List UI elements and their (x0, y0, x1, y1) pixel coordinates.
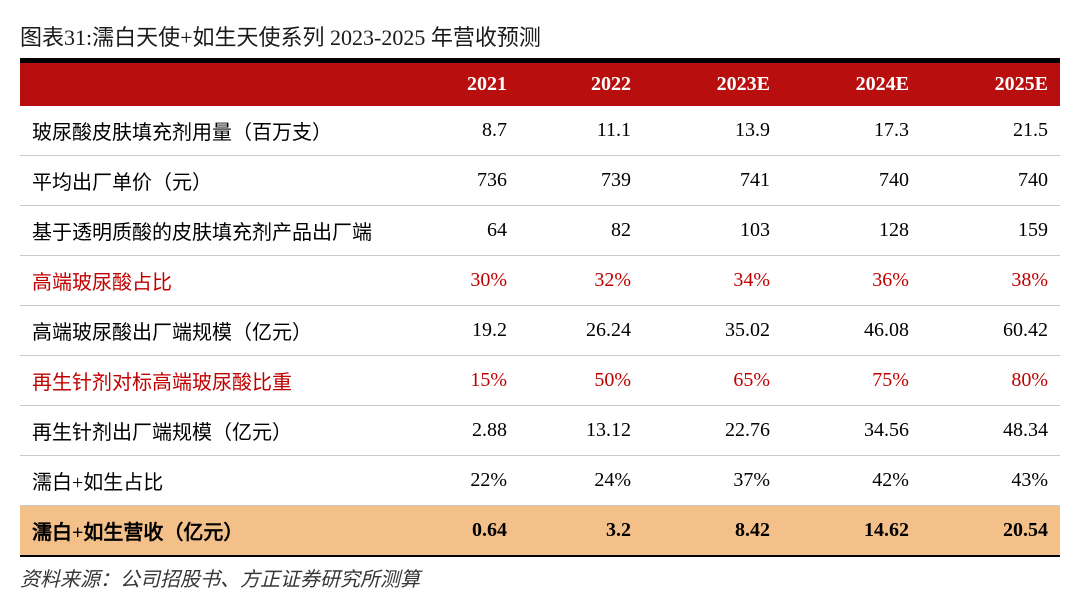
cell-value: 17.3 (782, 106, 921, 156)
table-row: 基于透明质酸的皮肤填充剂产品出厂端6482103128159 (20, 206, 1060, 256)
cell-value: 3.2 (519, 506, 643, 557)
cell-value: 34% (643, 256, 782, 306)
cell-value: 14.62 (782, 506, 921, 557)
row-label: 高端玻尿酸占比 (20, 256, 404, 306)
cell-value: 739 (519, 156, 643, 206)
cell-value: 32% (519, 256, 643, 306)
row-label: 濡白+如生营收（亿元） (20, 506, 404, 557)
row-label: 高端玻尿酸出厂端规模（亿元） (20, 306, 404, 356)
row-label: 平均出厂单价（元） (20, 156, 404, 206)
cell-value: 26.24 (519, 306, 643, 356)
chart-title: 图表31:濡白天使+如生天使系列 2023-2025 年营收预测 (20, 20, 1060, 60)
table-row: 平均出厂单价（元）736739741740740 (20, 156, 1060, 206)
cell-value: 159 (921, 206, 1060, 256)
cell-value: 103 (643, 206, 782, 256)
cell-value: 65% (643, 356, 782, 406)
cell-value: 46.08 (782, 306, 921, 356)
cell-value: 80% (921, 356, 1060, 406)
figure-container: 图表31:濡白天使+如生天使系列 2023-2025 年营收预测 2021 20… (20, 20, 1060, 592)
col-header-label (20, 62, 404, 107)
row-label: 基于透明质酸的皮肤填充剂产品出厂端 (20, 206, 404, 256)
cell-value: 736 (404, 156, 519, 206)
cell-value: 128 (782, 206, 921, 256)
cell-value: 19.2 (404, 306, 519, 356)
cell-value: 740 (921, 156, 1060, 206)
cell-value: 38% (921, 256, 1060, 306)
cell-value: 60.42 (921, 306, 1060, 356)
cell-value: 13.9 (643, 106, 782, 156)
table-row: 濡白+如生占比22%24%37%42%43% (20, 456, 1060, 506)
col-header-2022: 2022 (519, 62, 643, 107)
row-label: 玻尿酸皮肤填充剂用量（百万支） (20, 106, 404, 156)
table-header: 2021 2022 2023E 2024E 2025E (20, 62, 1060, 107)
table-row: 再生针剂对标高端玻尿酸比重15%50%65%75%80% (20, 356, 1060, 406)
cell-value: 48.34 (921, 406, 1060, 456)
cell-value: 22.76 (643, 406, 782, 456)
forecast-table: 2021 2022 2023E 2024E 2025E 玻尿酸皮肤填充剂用量（百… (20, 60, 1060, 557)
table-row: 再生针剂出厂端规模（亿元）2.8813.1222.7634.5648.34 (20, 406, 1060, 456)
cell-value: 64 (404, 206, 519, 256)
cell-value: 42% (782, 456, 921, 506)
cell-value: 34.56 (782, 406, 921, 456)
cell-value: 20.54 (921, 506, 1060, 557)
cell-value: 35.02 (643, 306, 782, 356)
cell-value: 0.64 (404, 506, 519, 557)
col-header-2025e: 2025E (921, 62, 1060, 107)
table-row: 高端玻尿酸出厂端规模（亿元）19.226.2435.0246.0860.42 (20, 306, 1060, 356)
cell-value: 21.5 (921, 106, 1060, 156)
cell-value: 13.12 (519, 406, 643, 456)
row-label: 濡白+如生占比 (20, 456, 404, 506)
row-label: 再生针剂对标高端玻尿酸比重 (20, 356, 404, 406)
cell-value: 22% (404, 456, 519, 506)
cell-value: 24% (519, 456, 643, 506)
cell-value: 30% (404, 256, 519, 306)
cell-value: 741 (643, 156, 782, 206)
cell-value: 8.7 (404, 106, 519, 156)
row-label: 再生针剂出厂端规模（亿元） (20, 406, 404, 456)
cell-value: 8.42 (643, 506, 782, 557)
cell-value: 11.1 (519, 106, 643, 156)
cell-value: 15% (404, 356, 519, 406)
cell-value: 43% (921, 456, 1060, 506)
col-header-2023e: 2023E (643, 62, 782, 107)
cell-value: 75% (782, 356, 921, 406)
table-row: 高端玻尿酸占比30%32%34%36%38% (20, 256, 1060, 306)
cell-value: 82 (519, 206, 643, 256)
table-row: 玻尿酸皮肤填充剂用量（百万支）8.711.113.917.321.5 (20, 106, 1060, 156)
cell-value: 740 (782, 156, 921, 206)
cell-value: 50% (519, 356, 643, 406)
cell-value: 2.88 (404, 406, 519, 456)
table-row: 濡白+如生营收（亿元）0.643.28.4214.6220.54 (20, 506, 1060, 557)
cell-value: 37% (643, 456, 782, 506)
col-header-2024e: 2024E (782, 62, 921, 107)
col-header-2021: 2021 (404, 62, 519, 107)
table-body: 玻尿酸皮肤填充剂用量（百万支）8.711.113.917.321.5平均出厂单价… (20, 106, 1060, 556)
source-note: 资料来源：公司招股书、方正证券研究所测算 (20, 563, 1060, 592)
cell-value: 36% (782, 256, 921, 306)
